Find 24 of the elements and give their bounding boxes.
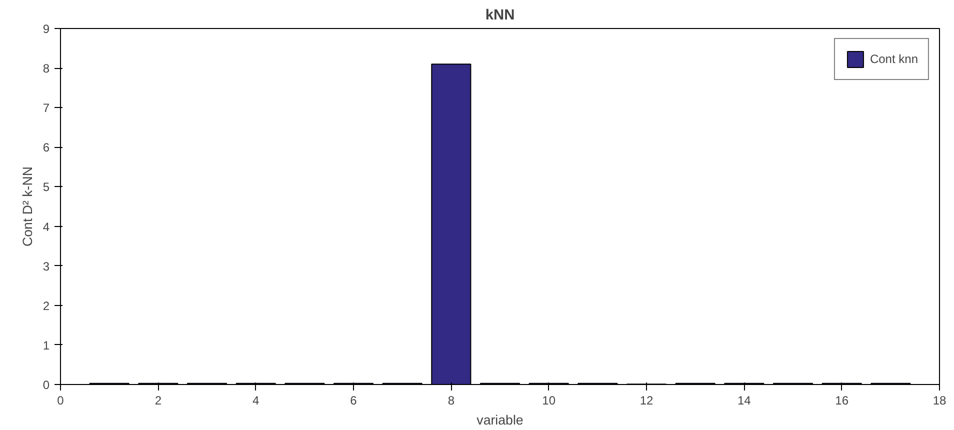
x-tick-label: 6 <box>350 394 358 408</box>
x-tick-label: 10 <box>542 394 556 408</box>
x-tick-label: 8 <box>448 394 455 408</box>
y-tick-label: 8 <box>42 62 50 76</box>
y-tick-label: 0 <box>42 378 50 392</box>
y-tick-label: 3 <box>42 259 50 274</box>
x-tick-label: 2 <box>154 394 162 408</box>
chart-title: kNN <box>485 8 515 24</box>
y-tick-label: 2 <box>42 298 50 313</box>
y-tick-label: 5 <box>42 180 50 194</box>
x-axis-title: variable <box>476 412 524 428</box>
x-tick-label: 0 <box>57 394 64 408</box>
x-tick-label: 18 <box>932 394 946 408</box>
y-tick-label: 6 <box>42 140 50 155</box>
y-tick-label: 4 <box>42 220 50 234</box>
y-axis-title: Cont D² k-NN <box>20 166 35 246</box>
x-tick-label: 14 <box>737 394 752 408</box>
x-tick-label: 12 <box>640 394 654 408</box>
x-tick-label: 16 <box>835 394 849 408</box>
x-tick-label: 4 <box>252 394 260 408</box>
y-tick-label: 1 <box>42 338 50 352</box>
y-tick-label: 7 <box>42 101 50 116</box>
y-tick-label: 9 <box>42 22 50 36</box>
legend-label: Cont knn <box>870 52 918 66</box>
